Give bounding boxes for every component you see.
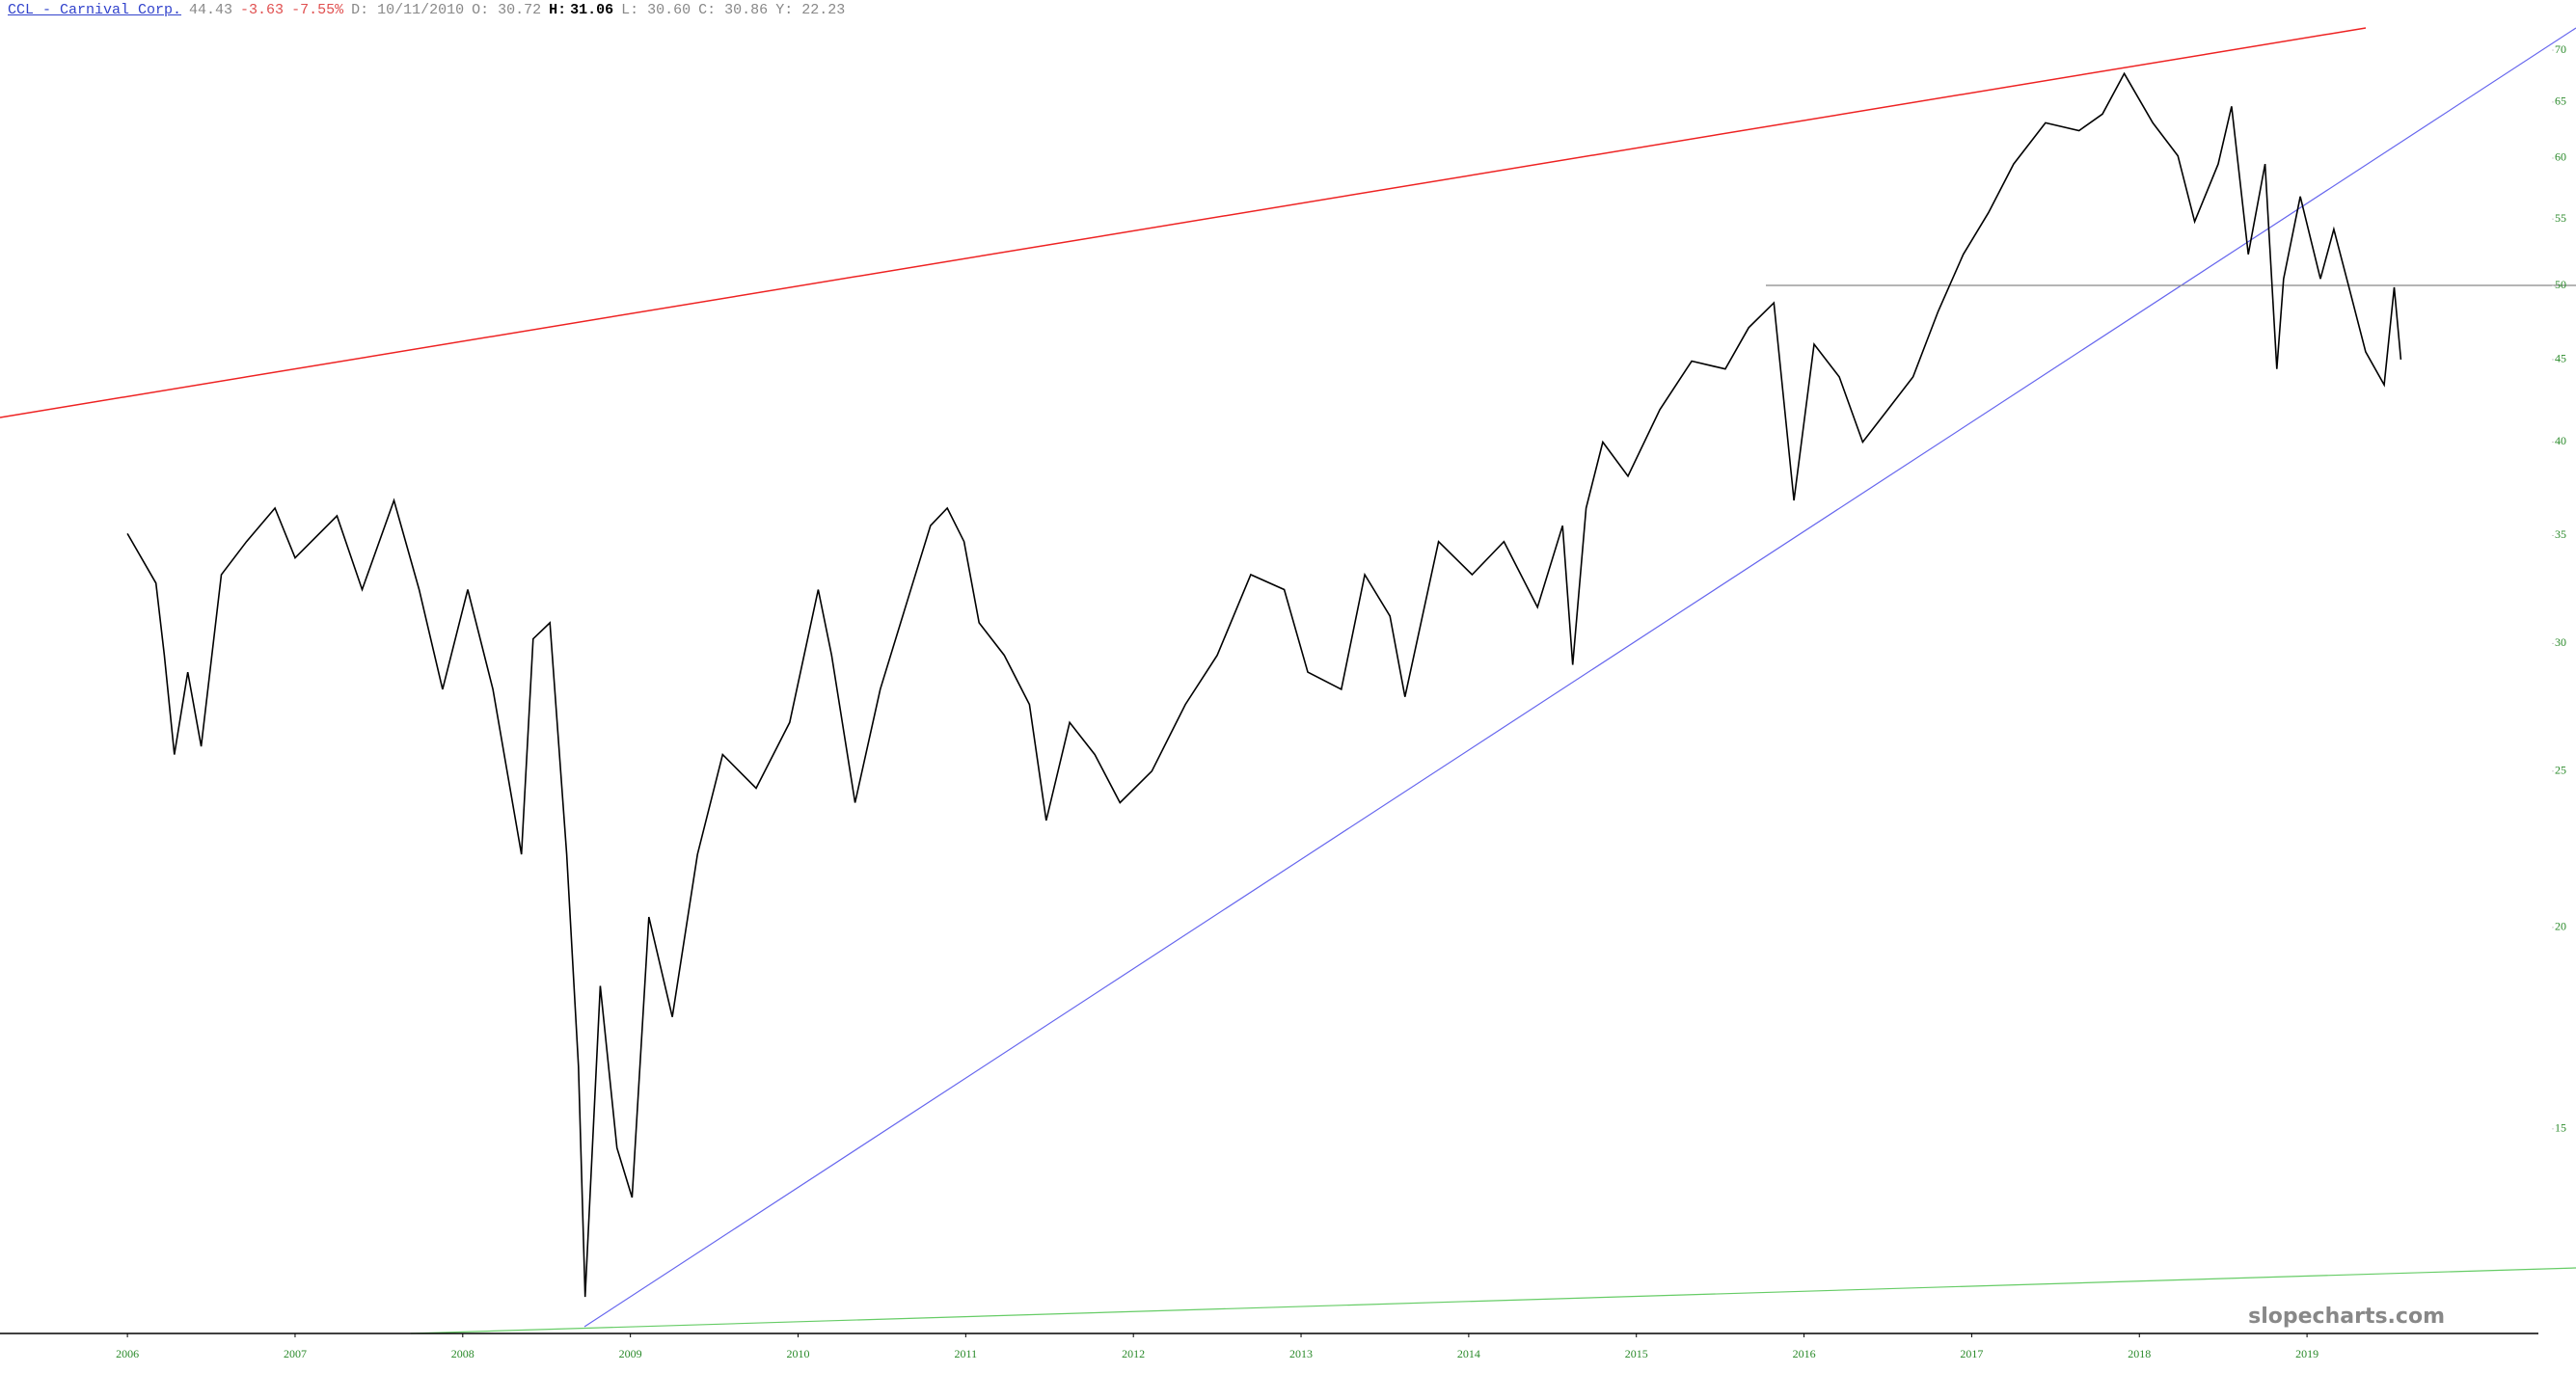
close: C: 30.86 bbox=[698, 2, 769, 18]
x-tick-label: 2017 bbox=[1960, 1347, 1983, 1360]
trend-line-red bbox=[0, 27, 2367, 418]
x-tick-label: 2008 bbox=[451, 1347, 475, 1360]
trend-line-blue bbox=[583, 27, 2576, 1328]
y-tick-label: 35 bbox=[2555, 527, 2566, 541]
x-tick-label: 2013 bbox=[1289, 1347, 1313, 1360]
x-tick-label: 2009 bbox=[619, 1347, 642, 1360]
x-tick-label: 2007 bbox=[284, 1347, 307, 1360]
last-price: 44.43 bbox=[189, 2, 233, 18]
y-tick-label: 45 bbox=[2555, 352, 2566, 365]
y-tick-label: 50 bbox=[2555, 278, 2566, 291]
y-tick-label: 30 bbox=[2555, 635, 2566, 649]
quote-header: CCL - Carnival Corp. 44.43 -3.63 -7.55% D: 1… bbox=[8, 2, 853, 18]
high: 31.06 bbox=[570, 2, 614, 18]
low: L: 30.60 bbox=[621, 2, 691, 18]
ticker-link[interactable]: CCL - Carnival Corp. bbox=[8, 2, 182, 18]
x-tick-label: 2006 bbox=[116, 1347, 139, 1360]
x-tick-label: 2012 bbox=[1122, 1347, 1145, 1360]
x-tick-label: 2019 bbox=[2295, 1347, 2318, 1360]
y-tick-label: 70 bbox=[2555, 42, 2566, 56]
change-pct: -7.55% bbox=[291, 2, 344, 18]
watermark: slopecharts.com bbox=[2248, 1305, 2445, 1329]
x-tick-label: 2014 bbox=[1457, 1347, 1480, 1360]
y-tick-label: 15 bbox=[2555, 1121, 2566, 1135]
x-tick-label: 2015 bbox=[1625, 1347, 1648, 1360]
y-tick-label: 40 bbox=[2555, 434, 2566, 447]
y-tick-label: 25 bbox=[2555, 764, 2566, 777]
y-tick-label: 55 bbox=[2555, 211, 2566, 225]
y-value: Y: 22.23 bbox=[775, 2, 846, 18]
change: -3.63 bbox=[240, 2, 285, 18]
x-tick-label: 2010 bbox=[786, 1347, 809, 1360]
x-tick-label: 2018 bbox=[2128, 1347, 2151, 1360]
y-tick-label: 20 bbox=[2555, 920, 2566, 933]
x-tick-label: 2016 bbox=[1793, 1347, 1816, 1360]
open: O: 30.72 bbox=[472, 2, 542, 18]
trend-line-green bbox=[410, 1267, 2576, 1334]
y-tick-label: 65 bbox=[2555, 94, 2566, 108]
x-tick-label: 2011 bbox=[955, 1347, 978, 1360]
high-label: H: bbox=[549, 2, 567, 18]
y-tick-label: 60 bbox=[2555, 150, 2566, 164]
date: D: 10/11/2010 bbox=[351, 2, 465, 18]
price-line bbox=[126, 71, 2402, 1298]
